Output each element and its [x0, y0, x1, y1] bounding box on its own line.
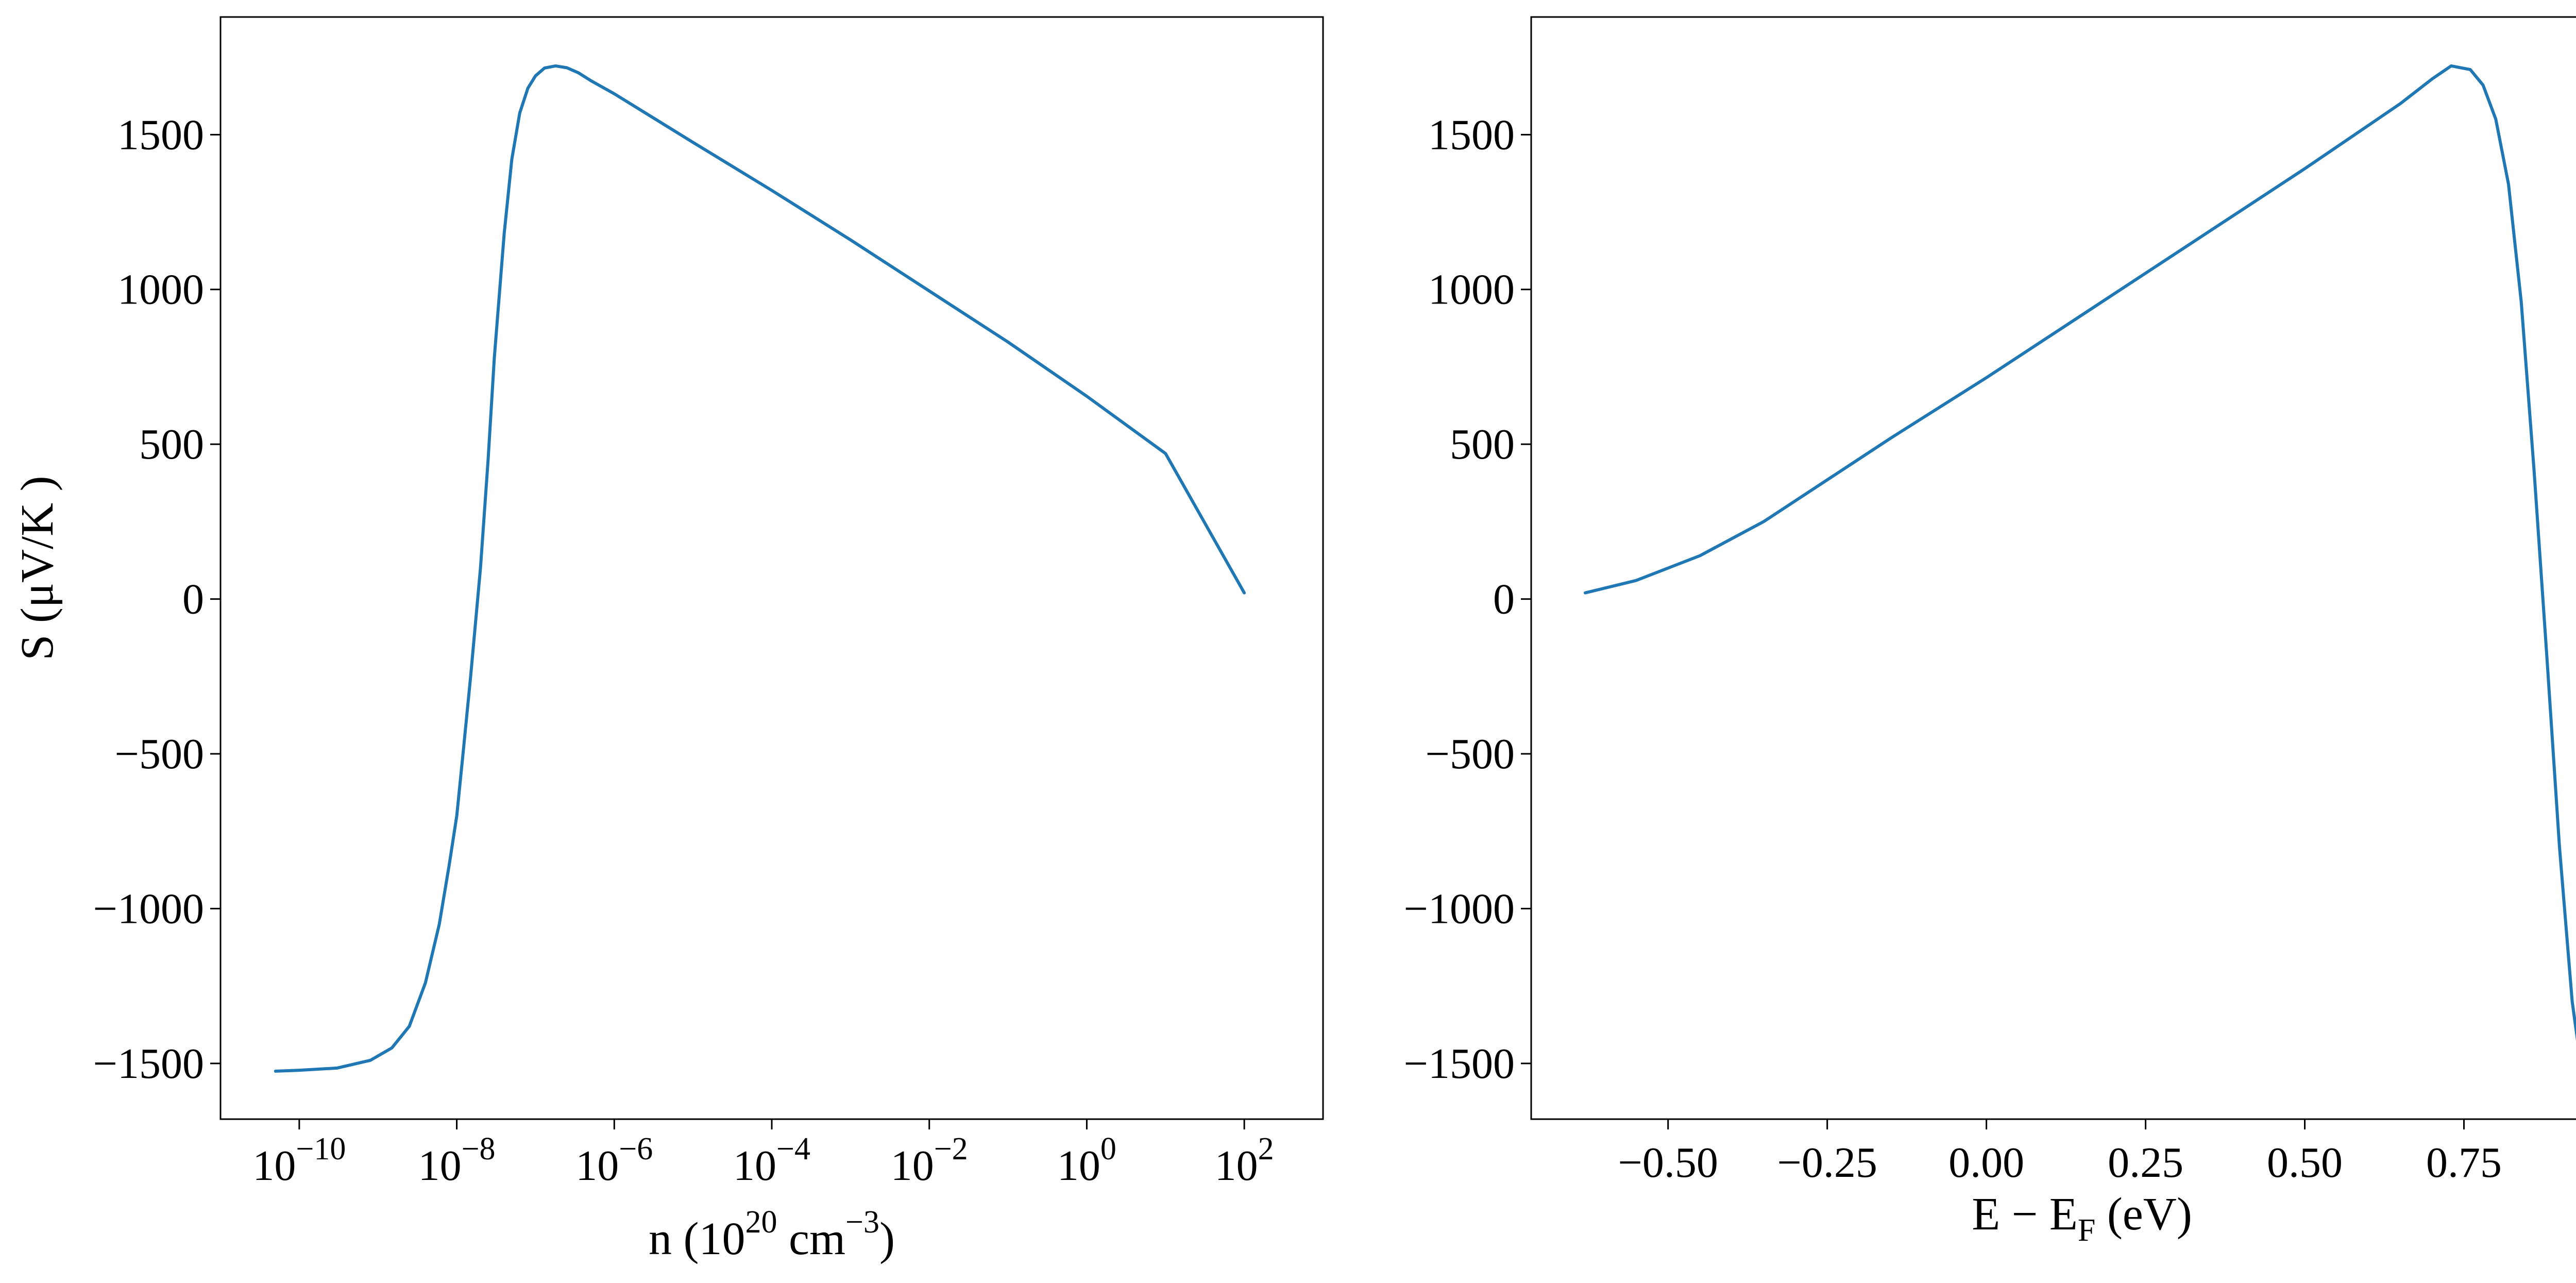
x-tick-label: 10−6 [575, 1132, 653, 1190]
x-tick-base: 10 [1057, 1142, 1100, 1190]
x-tick-label: 102 [1215, 1132, 1274, 1190]
y-tick-label: 500 [1450, 420, 1515, 468]
y-tick-label: −1000 [93, 885, 204, 933]
x-tick-label: 10−10 [252, 1132, 346, 1190]
y-tick-label: −1500 [1404, 1040, 1515, 1088]
y-tick-label: 0 [1493, 576, 1515, 623]
x-tick-label: 0.50 [2267, 1139, 2343, 1187]
plot-frame [1530, 16, 2576, 1120]
y-tick-label: −1000 [1404, 885, 1515, 933]
x-tick-exponent: −10 [296, 1132, 346, 1167]
x-tick-label: 0.75 [2426, 1139, 2502, 1187]
series-line [274, 64, 1246, 1073]
x-axis-label-base: E − E [1972, 1189, 2078, 1240]
x-tick-base: 10 [252, 1142, 296, 1190]
y-tick-label: 1000 [117, 266, 204, 314]
x-tick-label: 0.25 [2108, 1139, 2183, 1187]
x-tick-label: 100 [1057, 1132, 1116, 1190]
y-tick-label: −500 [1426, 730, 1515, 778]
y-axis-label: S (μV/K ) [12, 476, 63, 660]
x-axis-label-sup: 20 [745, 1205, 777, 1240]
x-tick-base: 10 [418, 1142, 462, 1190]
x-axis-label: E − EF (eV) [1972, 1189, 2192, 1248]
x-tick-base: 10 [891, 1142, 934, 1190]
x-tick-label: 10−8 [418, 1132, 496, 1190]
y-tick-label: 1500 [1428, 111, 1515, 159]
x-axis-label: n (1020 cm−3) [649, 1205, 895, 1264]
x-tick-label: 10−4 [733, 1132, 810, 1190]
x-tick-label: 0.00 [1948, 1139, 2024, 1187]
x-tick-label: −0.50 [1618, 1139, 1718, 1187]
y-tick-label: 0 [182, 576, 204, 623]
x-tick-base: 10 [575, 1142, 619, 1190]
x-tick-exponent: −8 [462, 1132, 496, 1167]
x-tick-base: 10 [1215, 1142, 1258, 1190]
x-tick-exponent: −2 [934, 1132, 968, 1167]
y-tick-label: −500 [115, 730, 204, 778]
x-tick-label: −0.25 [1777, 1139, 1877, 1187]
y-tick-label: 1000 [1428, 266, 1515, 314]
x-axis-label-base: n (10 [649, 1213, 745, 1264]
x-tick-exponent: −4 [776, 1132, 810, 1167]
x-tick-exponent: −6 [619, 1132, 653, 1167]
right-chart-panel: 1500 1000 500 0 −500 −1000 −1500 −0.50 −0.25 0.00… [1404, 16, 2576, 1248]
x-axis-label-sub: F [2078, 1213, 2095, 1248]
x-axis-label-end: (eV) [2095, 1189, 2192, 1240]
y-tick-label: 500 [139, 420, 204, 468]
y-tick-label: 1500 [117, 111, 204, 159]
y-tick-label: −1500 [93, 1040, 204, 1088]
x-tick-exponent: 0 [1100, 1132, 1116, 1167]
x-tick-label: 10−2 [891, 1132, 968, 1190]
x-tick-base: 10 [733, 1142, 776, 1190]
x-axis-label-unit: cm [777, 1213, 845, 1264]
series-line [1584, 64, 2576, 1041]
x-axis-label-sup2: −3 [845, 1205, 879, 1240]
x-tick-exponent: 2 [1258, 1132, 1274, 1167]
x-axis-label-end: ) [879, 1213, 895, 1264]
